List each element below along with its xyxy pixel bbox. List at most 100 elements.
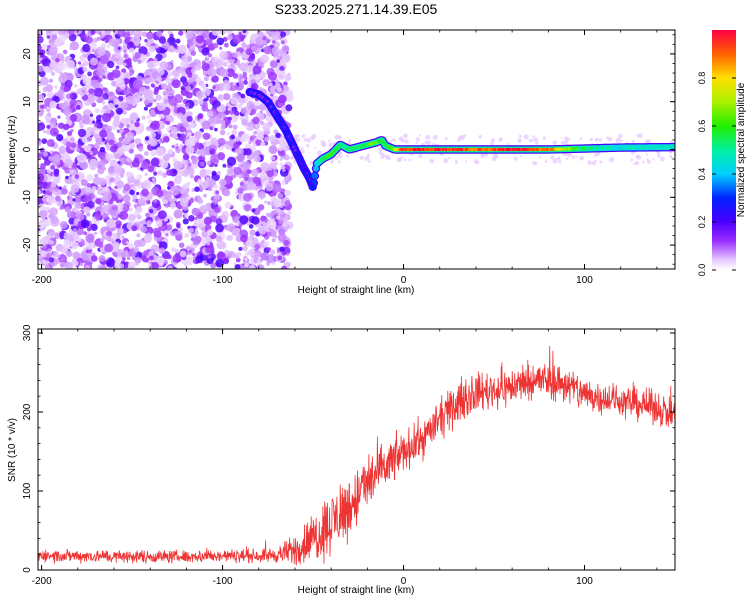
noise-blob xyxy=(194,64,202,71)
noise-blob xyxy=(85,240,95,250)
noise-blob xyxy=(278,252,281,256)
noise-blob xyxy=(274,235,278,239)
noise-blob xyxy=(89,151,94,155)
noise-blob xyxy=(593,154,597,158)
noise-blob xyxy=(635,154,640,159)
noise-blob xyxy=(79,161,89,170)
trace-mark xyxy=(295,152,299,156)
noise-blob xyxy=(76,162,81,166)
noise-blob xyxy=(257,61,264,67)
noise-blob xyxy=(286,252,290,256)
noise-blob xyxy=(99,146,106,153)
noise-blob xyxy=(231,147,236,152)
noise-blob xyxy=(57,89,64,97)
noise-blob xyxy=(528,138,533,143)
noise-blob xyxy=(71,142,77,148)
noise-blob xyxy=(253,131,258,135)
noise-blob xyxy=(68,195,73,200)
noise-blob xyxy=(195,35,205,44)
noise-blob xyxy=(82,60,89,67)
noise-blob xyxy=(263,45,272,55)
noise-blob xyxy=(151,177,156,182)
trace-mark xyxy=(274,112,278,116)
noise-blob xyxy=(550,155,555,160)
noise-blob xyxy=(108,38,117,46)
noise-blob xyxy=(94,231,98,235)
noise-blob xyxy=(227,34,233,41)
noise-blob xyxy=(257,191,266,200)
noise-blob xyxy=(276,59,280,63)
noise-blob xyxy=(46,195,56,205)
noise-blob xyxy=(134,52,141,59)
noise-blob xyxy=(247,181,257,191)
noise-blob xyxy=(186,115,193,122)
noise-blob xyxy=(117,30,126,37)
noise-blob xyxy=(233,166,242,176)
noise-blob xyxy=(285,93,294,102)
noise-blob xyxy=(74,84,78,88)
noise-blob xyxy=(490,141,495,146)
noise-blob xyxy=(155,147,165,157)
noise-blob xyxy=(226,30,233,35)
noise-blob xyxy=(83,247,87,251)
colorbar-tick-label: 0.0 xyxy=(697,264,707,277)
noise-blob xyxy=(189,174,195,179)
noise-blob xyxy=(171,157,177,163)
trace-mark xyxy=(292,145,296,149)
noise-blob xyxy=(260,162,270,172)
noise-blob xyxy=(42,190,46,194)
noise-blob xyxy=(139,123,145,129)
noise-blob xyxy=(120,101,128,109)
noise-blob xyxy=(632,162,635,165)
noise-blob xyxy=(116,107,123,115)
noise-blob xyxy=(207,245,215,253)
noise-blob xyxy=(54,195,61,202)
noise-blob xyxy=(111,69,121,79)
noise-blob xyxy=(184,138,193,147)
noise-blob xyxy=(195,90,204,99)
snr-ytick-label: 0 xyxy=(22,567,33,573)
noise-blob xyxy=(641,160,645,164)
noise-blob xyxy=(126,157,132,163)
noise-blob xyxy=(397,157,402,161)
noise-blob xyxy=(62,123,70,131)
noise-blob xyxy=(96,68,105,77)
noise-blob xyxy=(235,222,240,227)
noise-blob xyxy=(201,180,210,189)
noise-blob xyxy=(403,158,407,161)
noise-blob xyxy=(97,186,102,191)
noise-blob xyxy=(117,95,124,102)
snr-xtick-label: -100 xyxy=(213,576,233,587)
noise-blob xyxy=(210,137,218,145)
noise-blob xyxy=(251,208,256,213)
noise-blob xyxy=(209,148,216,155)
noise-blob xyxy=(66,250,73,257)
noise-blob xyxy=(660,156,665,162)
noise-blob xyxy=(254,50,259,54)
noise-blob xyxy=(194,131,202,139)
noise-blob xyxy=(233,262,237,266)
noise-blob xyxy=(518,134,522,138)
noise-blob xyxy=(348,139,351,143)
noise-blob xyxy=(177,133,181,137)
noise-blob xyxy=(279,65,285,72)
colorbar-gradient xyxy=(712,30,736,270)
noise-blob xyxy=(175,143,179,147)
noise-blob xyxy=(215,223,225,233)
noise-blob xyxy=(46,139,55,147)
noise-blob xyxy=(42,130,47,134)
noise-blob xyxy=(79,262,84,267)
trace-mark xyxy=(301,165,306,170)
noise-blob xyxy=(276,215,281,220)
noise-blob xyxy=(95,198,102,205)
noise-blob xyxy=(87,71,92,77)
noise-blob xyxy=(269,82,273,87)
noise-blob xyxy=(80,179,88,187)
noise-blob xyxy=(647,159,651,164)
noise-blob xyxy=(98,264,108,269)
noise-blob xyxy=(657,154,661,158)
noise-blob xyxy=(110,232,117,240)
noise-blob xyxy=(286,210,292,215)
colorbar: 0.0 0.2 0.4 0.6 0.8 Normalized spectral ampl… xyxy=(697,30,747,276)
noise-blob xyxy=(205,224,212,231)
